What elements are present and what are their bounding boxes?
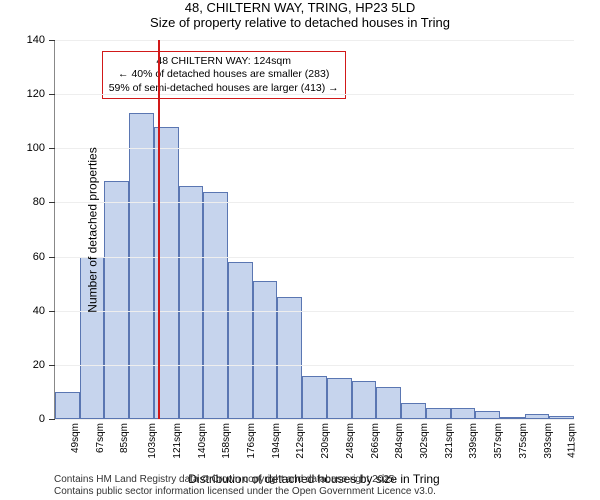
bar <box>475 411 500 419</box>
bar <box>228 262 253 419</box>
annotation-box: 48 CHILTERN WAY: 124sqm ← 40% of detache… <box>102 51 346 98</box>
x-tick-label: 67sqm <box>95 423 106 453</box>
x-tick-label: 393sqm <box>542 423 553 459</box>
bar-slot <box>401 40 426 419</box>
annotation-line2: ← 40% of detached houses are smaller (28… <box>109 68 339 81</box>
page-title: 48, CHILTERN WAY, TRING, HP23 5LD <box>0 0 600 15</box>
x-tick-label: 49sqm <box>70 423 81 453</box>
gridline <box>55 419 574 420</box>
x-tick-label: 248sqm <box>345 423 356 459</box>
y-tick <box>49 311 55 312</box>
x-tick-label: 230sqm <box>320 423 331 459</box>
x-tick-label: 321sqm <box>443 423 454 459</box>
y-tick <box>49 40 55 41</box>
gridline <box>55 365 574 366</box>
bar <box>203 192 228 419</box>
bar-slot <box>55 40 80 419</box>
footer-line2: Contains public sector information licen… <box>54 486 436 498</box>
y-tick <box>49 148 55 149</box>
x-tick-label: 85sqm <box>119 423 130 453</box>
footer-line1: Contains HM Land Registry data © Crown c… <box>54 474 436 486</box>
x-tick-label: 140sqm <box>196 423 207 459</box>
bar <box>253 281 278 419</box>
bar-slot <box>376 40 401 419</box>
x-tick-label: 284sqm <box>394 423 405 459</box>
x-tick-label: 266sqm <box>369 423 380 459</box>
y-tick-label: 20 <box>33 359 45 371</box>
bar <box>129 113 154 419</box>
bar-slot <box>475 40 500 419</box>
bar <box>302 376 327 419</box>
plot-area: 48 CHILTERN WAY: 124sqm ← 40% of detache… <box>54 40 574 420</box>
bar-slot <box>352 40 377 419</box>
gridline <box>55 311 574 312</box>
bar <box>55 392 80 419</box>
bar-slot <box>549 40 574 419</box>
bar <box>376 387 401 419</box>
y-tick <box>49 202 55 203</box>
y-tick <box>49 365 55 366</box>
y-tick <box>49 257 55 258</box>
bar-slot <box>525 40 550 419</box>
bar <box>352 381 377 419</box>
marker-line <box>158 40 160 419</box>
bar <box>104 181 129 419</box>
annotation-line3: 59% of semi-detached houses are larger (… <box>109 82 339 95</box>
x-tick-label: 339sqm <box>468 423 479 459</box>
bar-slot <box>451 40 476 419</box>
x-tick-label: 302sqm <box>419 423 430 459</box>
y-tick-label: 60 <box>33 251 45 263</box>
annotation-line1: 48 CHILTERN WAY: 124sqm <box>109 55 339 68</box>
bar <box>327 378 352 419</box>
gridline <box>55 40 574 41</box>
y-axis-label: Number of detached properties <box>86 147 100 312</box>
page-subtitle: Size of property relative to detached ho… <box>0 15 600 30</box>
x-tick-label: 411sqm <box>567 423 578 458</box>
bar <box>451 408 476 419</box>
bar <box>179 186 204 419</box>
bar <box>401 403 426 419</box>
y-tick-label: 40 <box>33 305 45 317</box>
y-tick-label: 80 <box>33 196 45 208</box>
x-tick-label: 375sqm <box>518 423 529 459</box>
bar <box>277 297 302 419</box>
x-tick-label: 212sqm <box>295 423 306 459</box>
y-tick <box>49 94 55 95</box>
x-tick-label: 121sqm <box>172 423 183 459</box>
bar-slot <box>426 40 451 419</box>
y-tick-label: 140 <box>27 34 45 46</box>
x-tick-label: 357sqm <box>493 423 504 459</box>
x-tick-label: 176sqm <box>246 423 257 459</box>
x-tick-label: 194sqm <box>270 423 281 459</box>
gridline <box>55 94 574 95</box>
gridline <box>55 148 574 149</box>
bar <box>426 408 451 419</box>
x-tick-label: 103sqm <box>147 423 158 459</box>
bar-slot <box>500 40 525 419</box>
x-tick-label: 158sqm <box>221 423 232 459</box>
histogram-chart: 48 CHILTERN WAY: 124sqm ← 40% of detache… <box>54 40 574 420</box>
y-tick-label: 100 <box>27 142 45 154</box>
gridline <box>55 257 574 258</box>
y-tick-label: 0 <box>39 413 45 425</box>
y-tick <box>49 419 55 420</box>
y-tick-label: 120 <box>27 88 45 100</box>
gridline <box>55 202 574 203</box>
footer-attribution: Contains HM Land Registry data © Crown c… <box>54 474 436 498</box>
